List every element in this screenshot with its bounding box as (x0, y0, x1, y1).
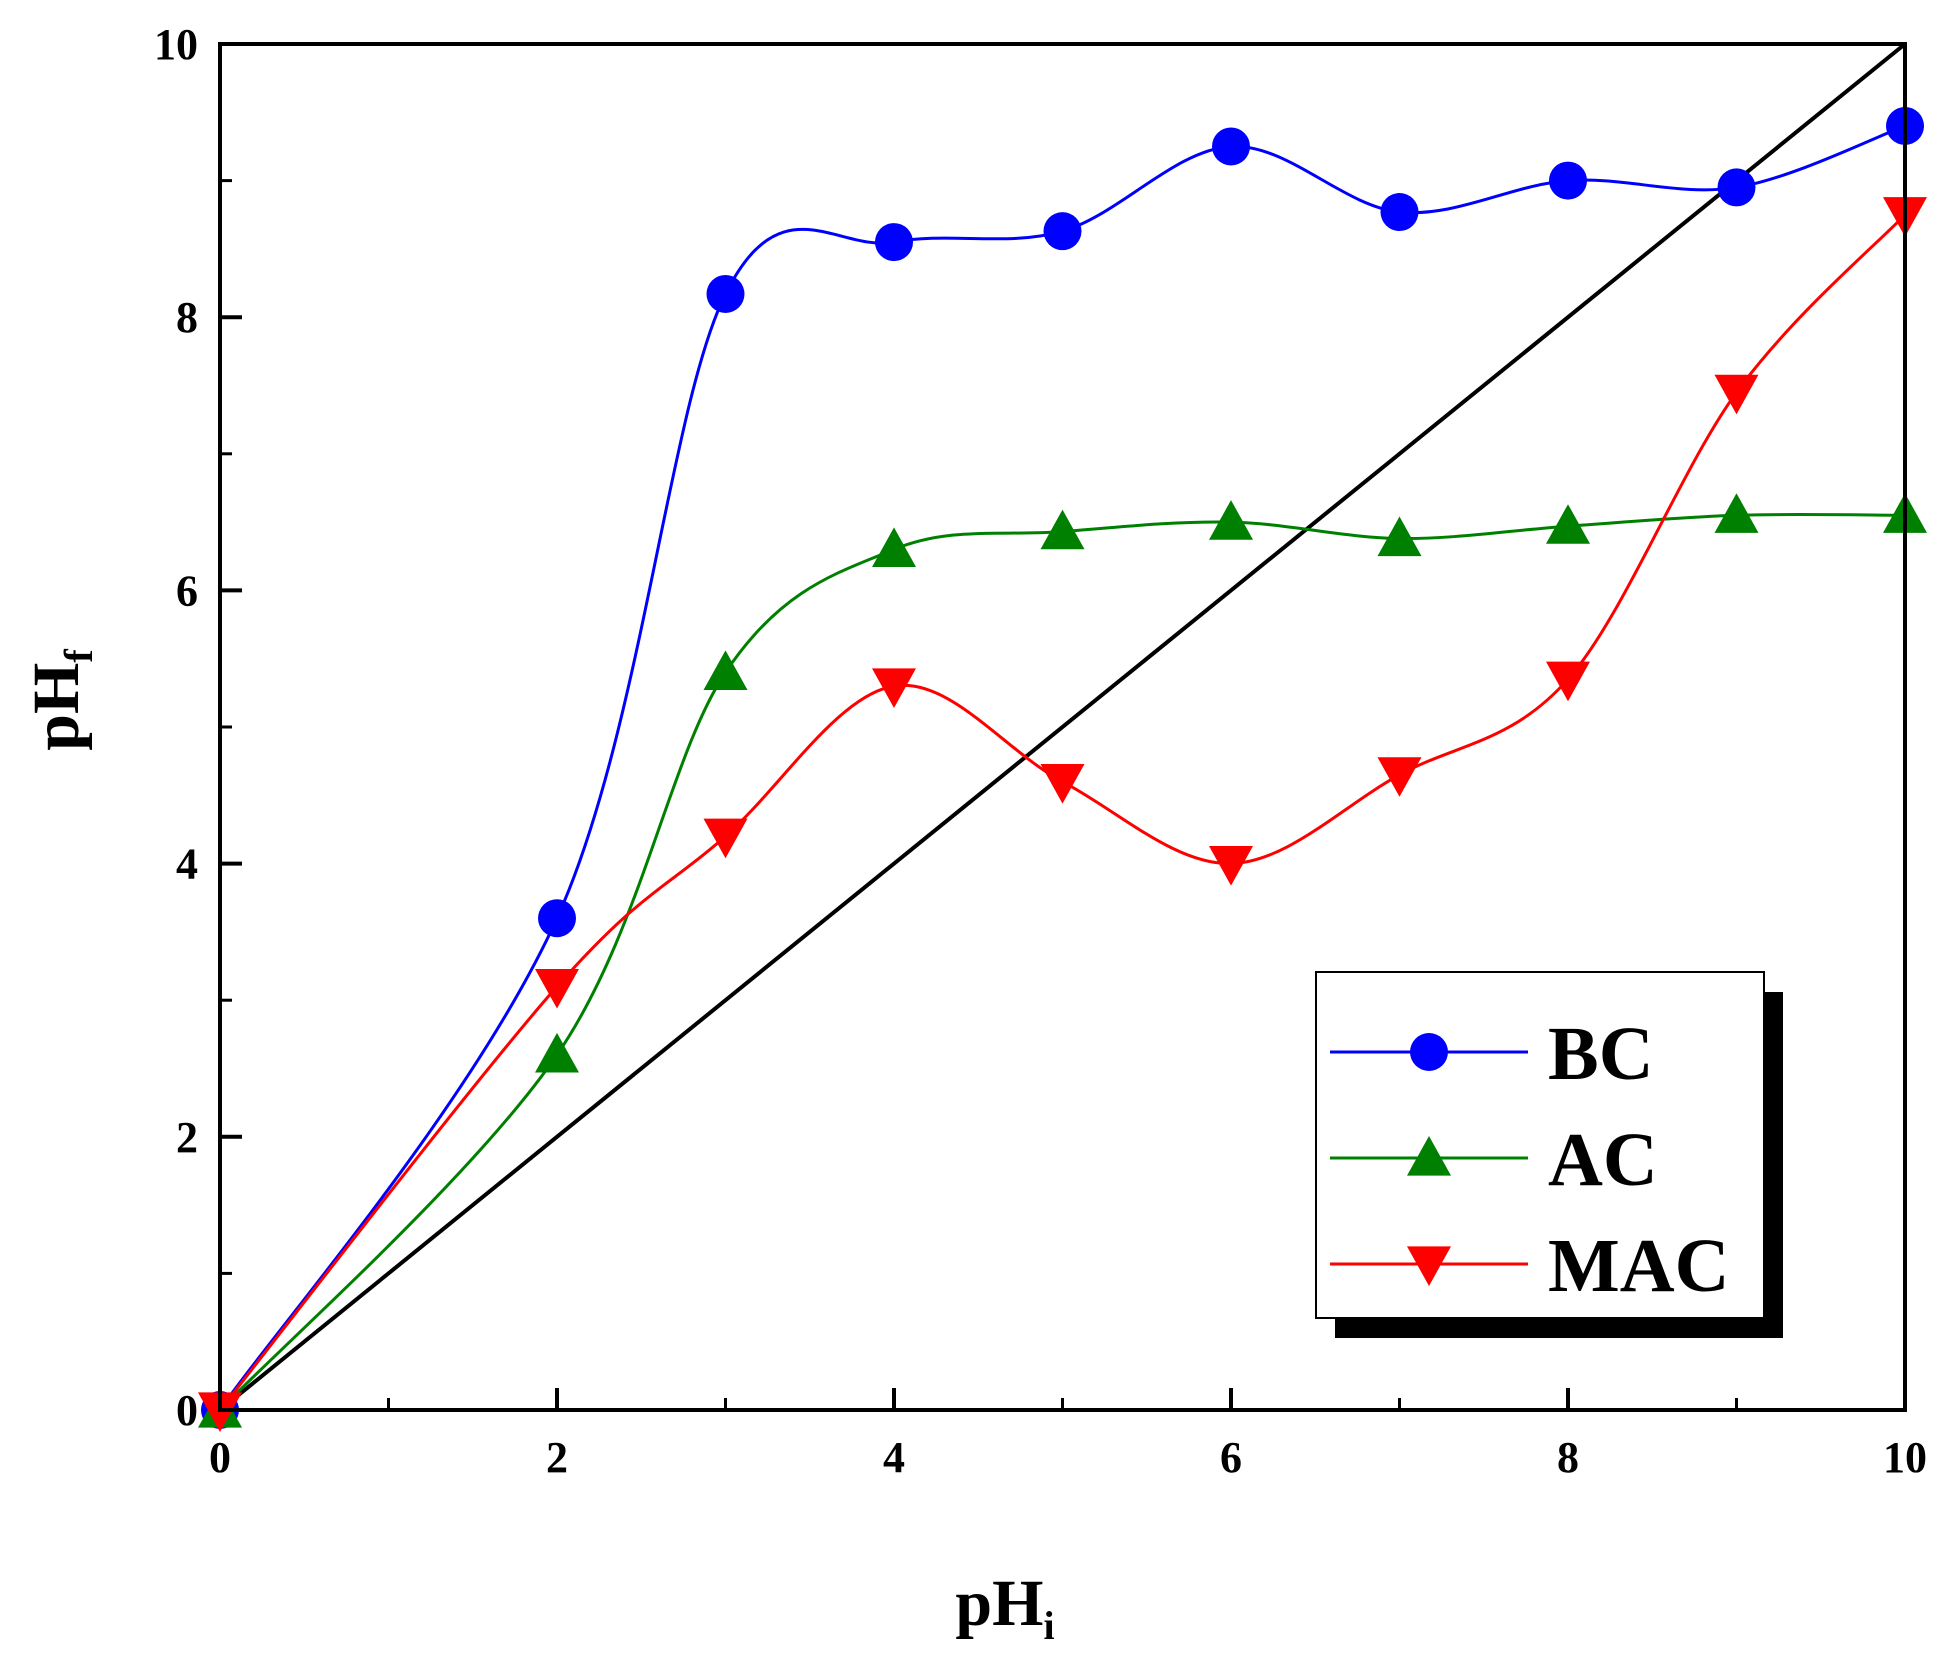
legend-item-mac: MAC (1330, 1224, 1730, 1308)
series-bc (201, 106, 1924, 1429)
y-tick-label: 8 (176, 293, 198, 342)
series-bc-point (1717, 168, 1756, 207)
legend-label: BC (1548, 1012, 1654, 1096)
series-ac-point (872, 527, 916, 568)
series-ac-point (535, 1032, 579, 1073)
series-mac-point (535, 968, 579, 1009)
series-mac-point (1209, 846, 1253, 886)
series-mac-point (1377, 757, 1422, 797)
legend-box (1315, 971, 1765, 1319)
series-bc-point (1212, 127, 1250, 166)
series-ac-point (1377, 516, 1422, 557)
series-mac-line (218, 213, 1907, 1411)
x-tick-label: 0 (209, 1433, 231, 1482)
legend-item-bc: BC (1330, 1012, 1654, 1096)
legend-swatch-marker (1410, 1033, 1448, 1071)
y-tick-label: 4 (176, 840, 198, 889)
series-mac-point (1040, 764, 1085, 804)
series-bc-point (538, 899, 576, 938)
series-bc-point (706, 274, 745, 313)
x-axis-title: pHi (955, 1567, 1054, 1648)
legend-swatch-marker (1407, 1136, 1451, 1176)
legend: BC AC MAC (1315, 971, 1783, 1338)
series-bc-point (1380, 193, 1419, 232)
legend-label: AC (1548, 1118, 1658, 1202)
series-mac-point (872, 668, 916, 709)
reference-line-y-equals-x (218, 42, 1907, 1412)
series-mac-point (198, 1392, 242, 1432)
plot-area (198, 42, 1927, 1432)
series-ac-point (1209, 500, 1253, 540)
series-bc-point (875, 223, 913, 262)
x-tick-label: 10 (1883, 1433, 1927, 1482)
x-tick-label: 8 (1557, 1433, 1579, 1482)
y-tick-label: 6 (176, 566, 198, 615)
series-bc-point (1043, 212, 1082, 251)
series-ac-point (1546, 504, 1590, 544)
legend-label: MAC (1548, 1224, 1730, 1308)
series-mac (198, 197, 1927, 1432)
series-ac-point (703, 650, 748, 690)
series-ac-point (1040, 509, 1085, 550)
x-tick-label: 6 (1220, 1433, 1242, 1482)
legend-item-ac: AC (1330, 1118, 1658, 1202)
y-tick-label: 0 (176, 1386, 198, 1435)
series-bc-point (1549, 161, 1587, 200)
series-mac-point (1546, 661, 1590, 702)
series-mac-point (1714, 374, 1759, 415)
y-axis-title-sub: f (56, 649, 101, 663)
series-mac-point (703, 818, 748, 859)
x-axis-title-sub: i (1043, 1603, 1054, 1648)
x-tick-label: 2 (546, 1433, 568, 1482)
legend-swatch-marker (1407, 1246, 1451, 1286)
y-axis-title-base: pH (20, 663, 93, 751)
axes: 0 2 4 6 8 10 0 2 4 6 8 10 (154, 20, 1927, 1482)
y-tick-label: 2 (176, 1113, 198, 1162)
x-axis-title-base: pH (955, 1567, 1043, 1640)
x-tick-label: 4 (883, 1433, 905, 1482)
y-tick-label: 10 (154, 20, 198, 69)
series-ac-point (1714, 493, 1759, 533)
y-axis-title: pHf (20, 649, 101, 751)
